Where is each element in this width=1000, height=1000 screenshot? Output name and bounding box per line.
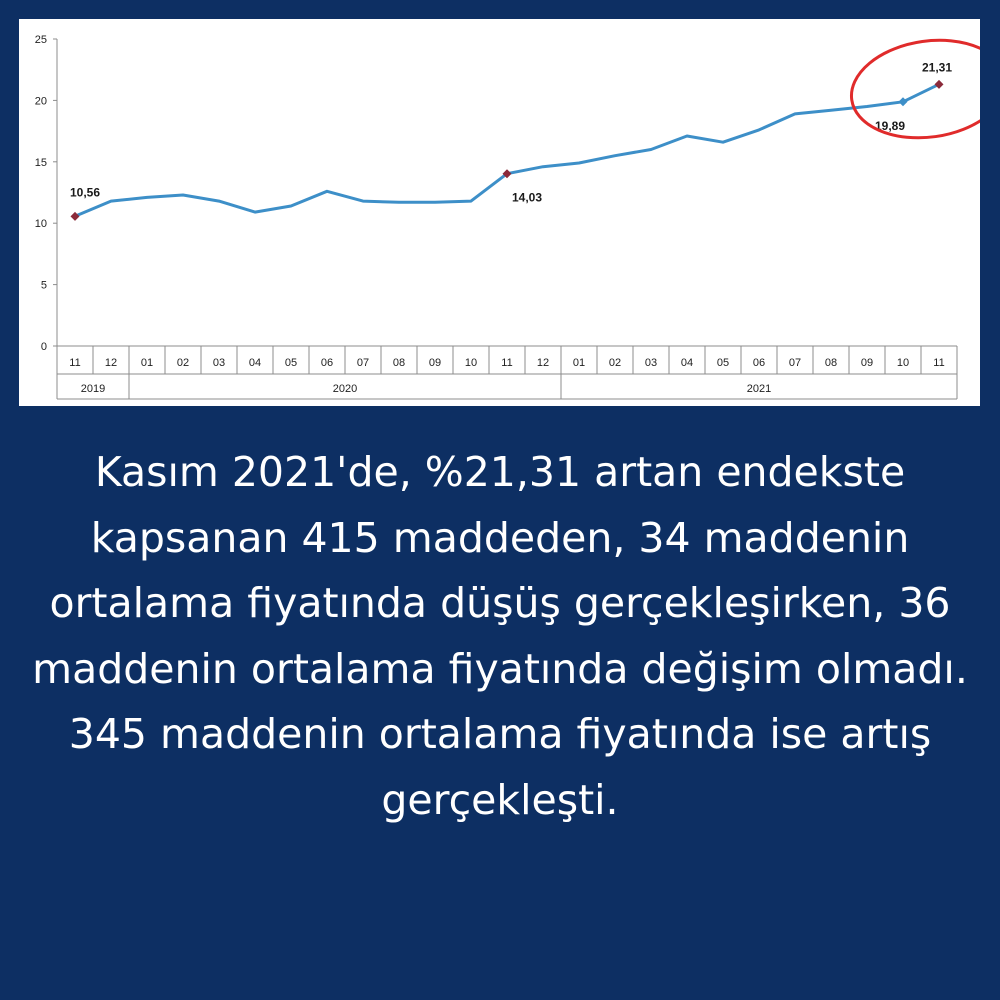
x-tick-label: 06: [321, 357, 333, 369]
data-point: [398, 201, 400, 203]
x-tick-label: 10: [465, 357, 477, 369]
data-marker: [70, 211, 80, 221]
caption-text: Kasım 2021'de, %21,31 artan endekste kap…: [32, 448, 968, 824]
y-tick-label: 20: [35, 95, 47, 107]
data-marker: [934, 79, 944, 89]
year-label: 2020: [333, 383, 357, 395]
data-label: 21,31: [922, 60, 952, 74]
y-tick-label: 10: [35, 218, 47, 230]
data-point: [542, 166, 544, 168]
data-point: [470, 200, 472, 202]
x-tick-label: 12: [537, 357, 549, 369]
data-label: 19,89: [875, 119, 905, 133]
x-tick-label: 03: [645, 357, 657, 369]
data-point: [830, 109, 832, 111]
x-tick-label: 05: [285, 357, 297, 369]
highlight-circle: [849, 38, 980, 140]
x-tick-label: 08: [825, 357, 837, 369]
x-tick-label: 03: [213, 357, 225, 369]
chart-card: 0 5 10 15 20 25 11 12 01 02 03 04 05 06 07 08 09 10 11 12 0…: [19, 19, 980, 406]
data-point: [326, 190, 328, 192]
y-tick-label: 15: [35, 157, 47, 169]
x-tick-label: 11: [69, 357, 80, 369]
year-label: 2019: [81, 383, 105, 395]
data-point: [722, 141, 724, 143]
x-tick-label: 07: [789, 357, 801, 369]
x-tick-label: 02: [177, 357, 189, 369]
data-point: [146, 196, 148, 198]
y-tick-label: 25: [35, 34, 47, 46]
data-point: [110, 200, 112, 202]
x-tick-label: 04: [681, 357, 693, 369]
x-tick-label: 09: [861, 357, 873, 369]
x-tick-label: 02: [609, 357, 621, 369]
data-point: [650, 149, 652, 151]
x-tick-label: 07: [357, 357, 369, 369]
data-point: [686, 135, 688, 137]
x-tick-label: 09: [429, 357, 441, 369]
y-tick-label: 0: [41, 341, 47, 353]
x-axis: 11 12 01 02 03 04 05 06 07 08 09 10 11 12 01 02 03 04 05 06…: [56, 345, 958, 400]
data-point: [866, 106, 868, 108]
data-point: [362, 200, 364, 202]
x-tick-label: 04: [249, 357, 261, 369]
y-axis: 0 5 10 15 20 25: [35, 34, 58, 353]
y-tick-label: 5: [41, 280, 47, 292]
series-line-path: [73, 82, 941, 218]
x-tick-label: 08: [393, 357, 405, 369]
highlight-ellipse: [849, 38, 980, 140]
data-point: [578, 162, 580, 164]
x-tick-label: 11: [501, 357, 512, 369]
x-tick-label: 06: [753, 357, 765, 369]
x-tick-label: 01: [573, 357, 585, 369]
data-point: [182, 194, 184, 196]
data-point: [254, 211, 256, 213]
data-point: [758, 129, 760, 131]
year-label: 2021: [747, 383, 771, 395]
series-line: [73, 82, 941, 218]
x-tick-label: 12: [105, 357, 117, 369]
x-tick-label: 11: [933, 357, 944, 369]
data-labels: 10,56 14,03 19,89 21,31: [70, 60, 952, 204]
data-point: [794, 113, 796, 115]
data-point: [290, 205, 292, 207]
data-point: [614, 155, 616, 157]
x-tick-label: 01: [141, 357, 153, 369]
data-label: 10,56: [70, 185, 100, 199]
x-tick-label: 05: [717, 357, 729, 369]
data-marker: [898, 97, 908, 107]
x-tick-label: 10: [897, 357, 909, 369]
data-marker: [502, 169, 512, 179]
data-point: [218, 200, 220, 202]
data-point: [434, 201, 436, 203]
data-label: 14,03: [512, 191, 542, 205]
data-markers: [70, 79, 944, 221]
